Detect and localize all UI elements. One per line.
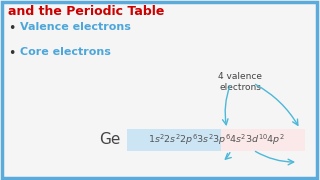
Text: and the Periodic Table: and the Periodic Table [8,5,164,18]
Text: $1s^22s^22p^63s^23p^64s^23d^{10}4p^2$: $1s^22s^22p^63s^23p^64s^23d^{10}4p^2$ [148,133,284,147]
FancyBboxPatch shape [127,129,305,151]
Text: Valence electrons: Valence electrons [20,22,131,32]
Text: Core electrons: Core electrons [20,47,111,57]
Text: 4 valence
electrons: 4 valence electrons [218,72,262,92]
Text: •: • [8,47,15,60]
Text: •: • [8,22,15,35]
FancyBboxPatch shape [221,129,305,151]
Text: Ge: Ge [99,132,121,147]
